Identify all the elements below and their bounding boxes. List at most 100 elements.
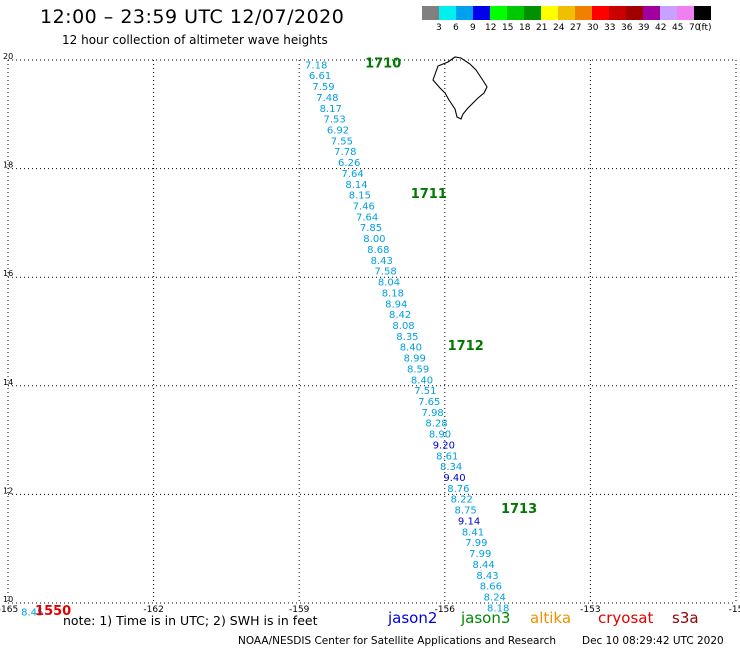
wave-height-value: 8.43 xyxy=(371,256,393,267)
wave-height-value: 8.15 xyxy=(349,191,371,202)
wave-height-value: 8.18 xyxy=(382,288,404,299)
wave-height-value: 7.85 xyxy=(360,223,382,234)
wave-height-value: 7.99 xyxy=(469,549,491,560)
wave-height-value: 8.45 xyxy=(21,608,43,619)
scale-label: 36 xyxy=(621,23,633,33)
wave-height-value: 8.00 xyxy=(363,234,385,245)
scale-label: 45 xyxy=(672,23,684,33)
scale-color-swatch xyxy=(609,6,626,20)
scale-label: 33 xyxy=(604,23,616,33)
legend-cryosat: cryosat xyxy=(598,609,654,627)
scale-color-swatch xyxy=(422,6,439,20)
track-time-label: 1710 xyxy=(365,57,401,72)
wave-height-value: 8.14 xyxy=(345,180,367,191)
scale-color-swatch xyxy=(677,6,694,20)
scale-color-swatch xyxy=(694,6,711,20)
footer-note: note: 1) Time is in UTC; 2) SWH is in fe… xyxy=(63,613,318,628)
wave-height-value: 8.40 xyxy=(411,375,433,386)
wave-height-value: 6.61 xyxy=(309,71,331,82)
x-tick-label: -162 xyxy=(143,605,163,615)
wave-height-value: 7.55 xyxy=(331,136,353,147)
wave-height-value: 8.40 xyxy=(400,343,422,354)
scale-label: 15 xyxy=(502,23,514,33)
wave-height-value: 6.26 xyxy=(338,158,360,169)
map-grid xyxy=(7,59,737,604)
wave-height-value: 8.43 xyxy=(476,571,498,582)
legend-jason2: jason2 xyxy=(388,609,438,627)
page-title: 12:00 – 23:59 UTC 12/07/2020 xyxy=(40,6,345,28)
scale-label: 9 xyxy=(470,23,476,33)
axis-tick-labels: -165 -162 -159 -156 -153 -15 20 18 16 14 12 10 xyxy=(0,52,740,615)
wave-height-value: 7.51 xyxy=(414,386,436,397)
scale-label: 70 xyxy=(689,23,701,33)
wave-height-value: 8.90 xyxy=(429,430,451,441)
wave-height-value: 9.40 xyxy=(443,473,465,484)
scale-color-swatch xyxy=(575,6,592,20)
wave-height-value: 7.59 xyxy=(312,82,334,93)
wave-height-value: 7.78 xyxy=(334,147,356,158)
scale-label: 6 xyxy=(453,23,459,33)
scale-color-swatch xyxy=(473,6,490,20)
generation-timestamp: Dec 10 08:29:42 UTC 2020 xyxy=(582,635,724,647)
wave-height-value: 8.17 xyxy=(320,104,342,115)
scale-label: 21 xyxy=(536,23,548,33)
wave-height-value: 8.34 xyxy=(440,462,462,473)
scale-color-swatch xyxy=(541,6,558,20)
scale-color-swatch xyxy=(643,6,660,20)
y-tick-label: 10 xyxy=(3,595,13,604)
wave-height-value: 8.75 xyxy=(455,506,477,517)
scale-color-swatch xyxy=(507,6,524,20)
track-time-label: 1713 xyxy=(501,502,537,517)
wave-height-value: 7.98 xyxy=(422,408,444,419)
scale-label: 39 xyxy=(638,23,650,33)
wave-height-value: 8.61 xyxy=(436,451,458,462)
y-tick-label: 14 xyxy=(3,378,13,387)
wave-height-value: 7.18 xyxy=(305,60,327,71)
wave-height-value: 8.99 xyxy=(404,354,426,365)
scale-label: 27 xyxy=(570,23,582,33)
scale-color-swatch xyxy=(524,6,541,20)
wave-height-value: 7.46 xyxy=(353,202,375,213)
track-time-label: 1711 xyxy=(411,187,447,202)
wave-height-value: 6.92 xyxy=(327,126,349,137)
wave-height-value: 8.68 xyxy=(367,245,389,256)
wave-height-value: 8.41 xyxy=(462,527,484,538)
scale-color-swatch xyxy=(626,6,643,20)
legend-altika: altika xyxy=(530,609,572,627)
wave-height-value: 8.44 xyxy=(472,560,494,571)
wave-height-value: 8.18 xyxy=(487,603,509,614)
scale-color-swatch xyxy=(490,6,507,20)
wave-height-value: 7.58 xyxy=(374,267,396,278)
scale-color-swatch xyxy=(592,6,609,20)
wave-height-value: 8.22 xyxy=(451,495,473,506)
wave-height-value: 7.65 xyxy=(418,397,440,408)
legend-jason3: jason3 xyxy=(461,609,511,627)
wave-height-value: 8.04 xyxy=(378,278,400,289)
x-tick-label: -15 xyxy=(729,605,740,615)
scale-color-swatch xyxy=(456,6,473,20)
wave-height-value: 7.53 xyxy=(323,115,345,126)
scale-label: 12 xyxy=(485,23,497,33)
hawaii-island-outline xyxy=(432,56,488,120)
wave-height-value: 9.20 xyxy=(433,440,455,451)
wave-height-readings: 7.186.617.597.488.177.536.927.557.786.26… xyxy=(21,60,509,618)
wave-height-value: 8.66 xyxy=(480,582,502,593)
scale-color-swatch xyxy=(558,6,575,20)
scale-label: 18 xyxy=(519,23,531,33)
wave-height-value: 7.99 xyxy=(465,538,487,549)
wave-height-value: 8.35 xyxy=(396,332,418,343)
wave-height-value: 8.24 xyxy=(484,592,506,603)
wave-height-value: 8.94 xyxy=(385,299,407,310)
wave-height-value: 7.48 xyxy=(316,93,338,104)
wave-height-value: 8.76 xyxy=(447,484,469,495)
y-tick-label: 16 xyxy=(3,269,13,278)
scale-label: 30 xyxy=(587,23,599,33)
track-time-labels: 1710 1711 1712 1713 1550 xyxy=(35,57,537,619)
wave-height-value: 7.64 xyxy=(356,212,378,223)
legend-s3a: s3a xyxy=(672,609,699,627)
scale-color-swatch xyxy=(660,6,677,20)
x-tick-label: -165 xyxy=(0,605,18,615)
scale-label: 3 xyxy=(436,23,442,33)
page-subtitle: 12 hour collection of altimeter wave hei… xyxy=(62,33,328,47)
